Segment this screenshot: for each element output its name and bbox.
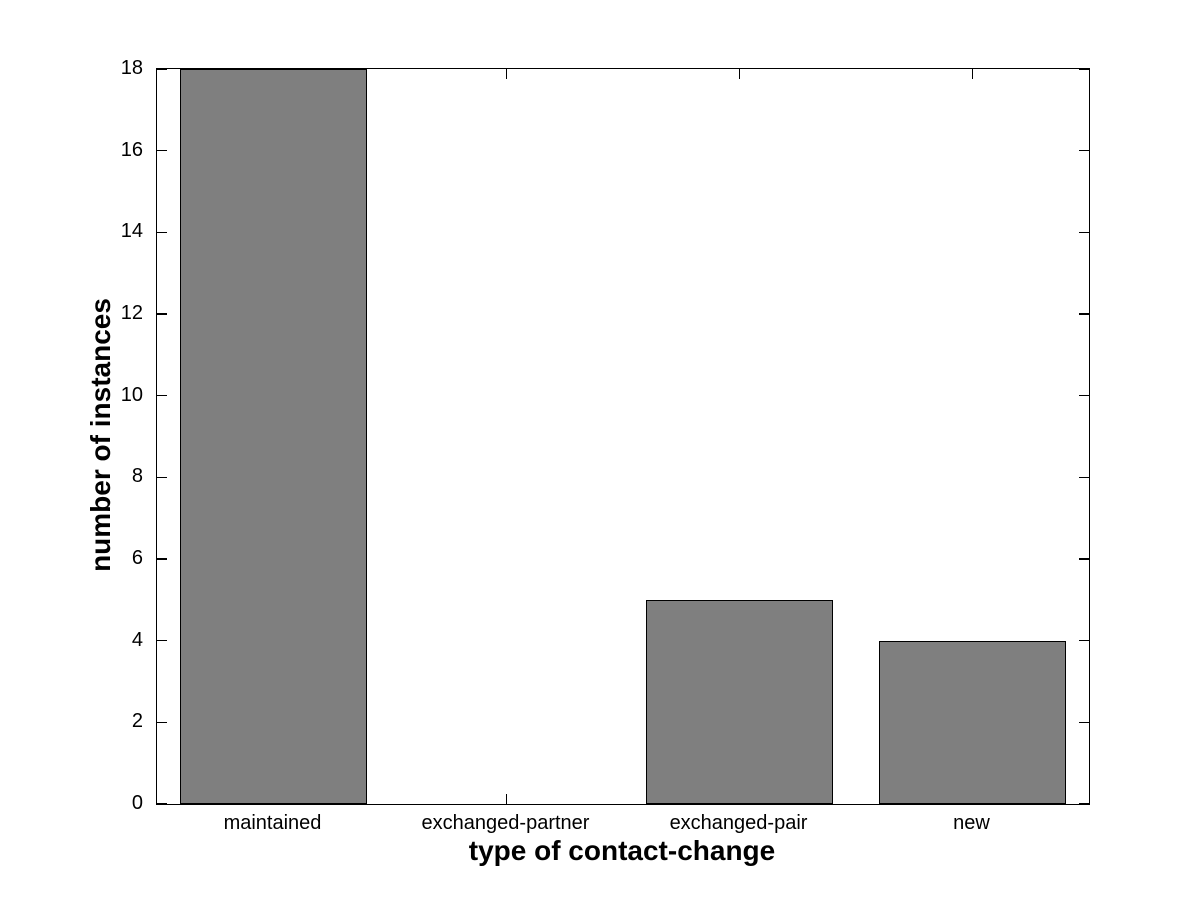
y-axis-label: number of instances <box>85 298 116 572</box>
y-tick-label: 8 <box>131 465 143 488</box>
y-tick-label: 4 <box>131 628 143 651</box>
y-tick <box>157 313 167 315</box>
y-tick <box>157 721 167 724</box>
bar-new <box>879 640 1066 804</box>
x-tick <box>505 794 508 804</box>
y-tick-label: 0 <box>131 792 143 814</box>
y-tick <box>157 803 167 805</box>
x-tick <box>738 69 741 79</box>
x-axis-label: type of contact-change <box>468 835 776 866</box>
x-tick-label: exchanged-partner <box>421 812 590 834</box>
y-tick <box>1079 639 1089 642</box>
y-tick <box>157 558 167 560</box>
y-tick <box>157 476 167 479</box>
x-tick-label: exchanged-pair <box>669 812 808 834</box>
y-tick <box>1079 149 1089 152</box>
x-tick-label: new <box>953 812 990 834</box>
y-tick-label: 16 <box>120 138 143 161</box>
x-tick <box>971 69 974 79</box>
y-tick-label: 18 <box>120 57 143 79</box>
bar-maintained <box>180 69 367 804</box>
y-tick-label: 10 <box>120 383 143 406</box>
bar-exchanged-pair <box>646 599 833 804</box>
y-tick <box>1079 476 1089 479</box>
y-tick <box>1079 558 1089 560</box>
y-tick <box>157 149 167 152</box>
x-tick-label: maintained <box>223 812 322 834</box>
y-tick-label: 12 <box>120 302 143 324</box>
y-tick <box>1079 313 1089 315</box>
y-tick <box>1079 68 1089 70</box>
y-tick <box>1079 231 1089 234</box>
y-tick <box>157 231 167 234</box>
y-tick <box>157 639 167 642</box>
plot-area <box>156 68 1090 805</box>
y-tick-label: 6 <box>131 547 143 569</box>
x-tick <box>505 69 508 79</box>
y-tick <box>1079 803 1089 805</box>
y-tick <box>1079 721 1089 724</box>
y-tick <box>157 68 167 70</box>
y-tick <box>157 394 167 397</box>
y-tick-label: 2 <box>131 710 143 733</box>
y-tick <box>1079 394 1089 397</box>
y-tick-label: 14 <box>120 220 143 243</box>
